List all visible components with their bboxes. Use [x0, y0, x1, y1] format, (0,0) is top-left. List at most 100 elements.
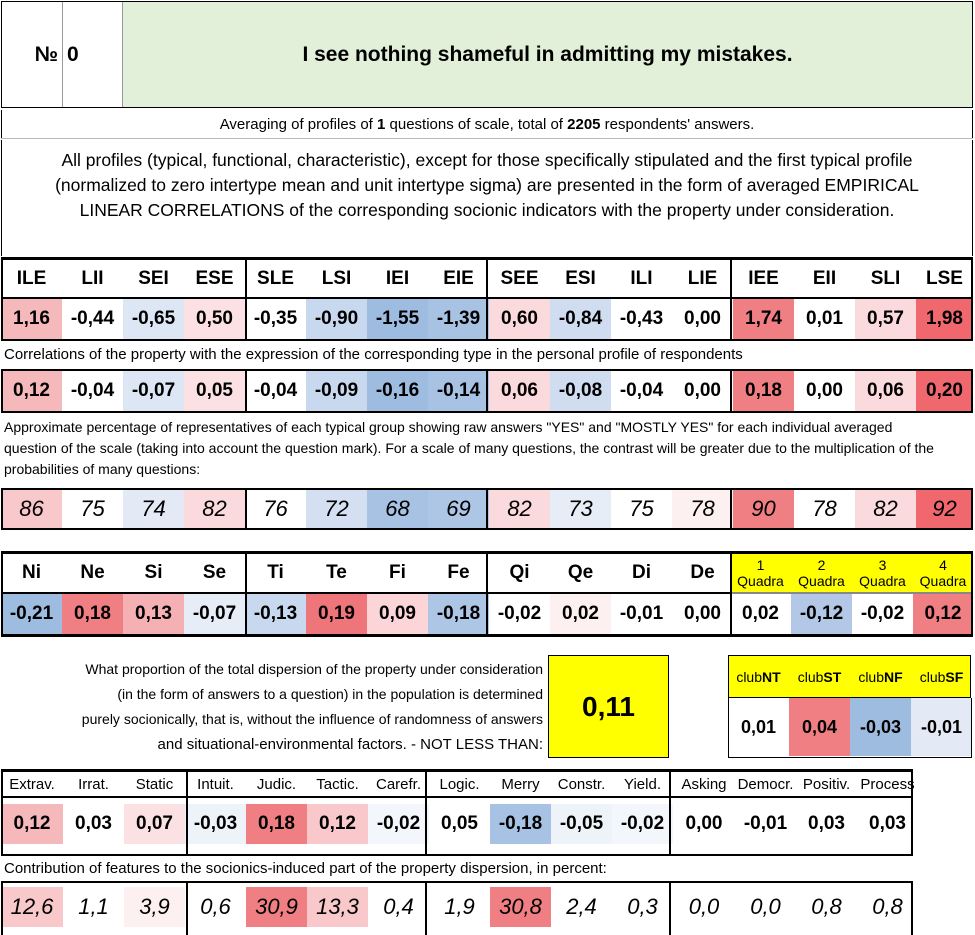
feature-header-intuit: Intuit.	[197, 775, 234, 793]
quadra-label: Quadra	[737, 573, 784, 589]
quadra-label: Quadra	[919, 573, 967, 589]
correlation-label: Correlations of the property with the ex…	[4, 346, 743, 363]
features-vline	[669, 769, 671, 856]
function-value-ti: -0,13	[245, 594, 306, 634]
dispersion-value: 0,11	[548, 655, 669, 758]
types-vline	[971, 257, 973, 341]
type-percentage-ili: 75	[611, 490, 672, 528]
type-percentage-lie: 78	[672, 490, 733, 528]
types-vline	[730, 369, 732, 413]
club-suffix: NF	[884, 668, 903, 685]
type-profile-ili: -0,43	[611, 299, 672, 339]
feature-value-logic: 0,05	[429, 804, 490, 844]
feature-header-carefr: Carefr.	[375, 775, 421, 793]
feature-value-intuit: -0,03	[185, 804, 246, 844]
feature-contribution-extrav: 12,6	[1, 887, 63, 927]
type-profile-lii: -0,44	[62, 299, 123, 339]
type-percentage-sei: 74	[123, 490, 184, 528]
functions-vline	[1, 551, 3, 637]
quadra-header-4: 4 Quadra	[913, 554, 973, 592]
function-header-ne: Ne	[80, 562, 105, 583]
types-vline	[486, 369, 488, 413]
type-profile-eii: 0,01	[794, 299, 855, 339]
type-percentage-sli: 82	[855, 490, 916, 528]
function-header-qe: Qe	[567, 562, 594, 583]
quadra-header-2: 2 Quadra	[791, 554, 852, 592]
type-correlation-lse: 0,20	[916, 371, 973, 411]
feature-contribution-yield: 0,3	[612, 887, 673, 927]
type-correlation-sei: -0,07	[123, 371, 184, 411]
functions-vline	[971, 551, 973, 637]
dispersion-text: What proportion of the total dispersion …	[81, 661, 543, 753]
quadra-value-3: -0,02	[852, 594, 913, 634]
quadra-header-border	[730, 592, 973, 594]
type-header-sle: SLE	[257, 267, 294, 289]
function-header-te: Te	[326, 562, 347, 583]
features-table: Extrav. 0,12 12,6 Irrat. 0,03 1,1 Static 0,07 3,…	[1, 769, 973, 935]
club-prefix: club	[797, 668, 824, 685]
function-value-ni: -0,21	[1, 594, 62, 634]
type-correlation-lii: -0,04	[62, 371, 123, 411]
club-prefix: club	[736, 668, 762, 685]
features-top-border	[1, 769, 913, 772]
type-correlation-see: 0,06	[489, 371, 550, 411]
club-header-nt: club NT	[728, 655, 789, 698]
type-percentage-see: 82	[489, 490, 550, 528]
quadra-number: 2	[817, 557, 826, 573]
club-header-bg	[728, 655, 971, 698]
type-correlation-ile: 0,12	[1, 371, 62, 411]
quadra-value-1: 0,02	[730, 594, 791, 634]
features-values-bottom	[1, 854, 913, 856]
feature-value-asking: 0,00	[673, 804, 735, 844]
types-vline	[971, 369, 973, 413]
club-prefix: club	[919, 668, 946, 685]
function-value-se: -0,07	[184, 594, 245, 634]
type-profile-lie: 0,00	[672, 299, 733, 339]
type-percentage-esi: 73	[550, 490, 611, 528]
feature-contribution-process: 0,8	[857, 887, 918, 927]
features-vline-lower	[669, 881, 671, 935]
question-title: I see nothing shameful in admitting my m…	[123, 2, 972, 107]
type-header-ili: ILI	[630, 267, 653, 289]
feature-value-democr: -0,01	[735, 804, 796, 844]
number-value: 0	[63, 2, 123, 107]
feature-header-merry: Merry	[501, 775, 540, 793]
feature-value-process: 0,03	[857, 804, 918, 844]
function-value-qe: 0,02	[550, 594, 611, 634]
feature-header-yield: Yield.	[624, 775, 661, 793]
features-vline-lower	[186, 881, 188, 935]
feature-contribution-asking: 0,0	[673, 887, 735, 927]
function-header-di: Di	[632, 562, 651, 583]
functions-vline	[486, 551, 488, 637]
feature-value-judic: 0,18	[246, 804, 307, 844]
type-header-iei: IEI	[385, 267, 410, 289]
features-vline	[911, 769, 913, 856]
function-header-fe: Fe	[447, 562, 470, 583]
type-correlation-eii: 0,00	[794, 371, 855, 411]
function-value-si: 0,13	[123, 594, 184, 634]
types-vline	[245, 257, 247, 341]
type-percentage-sle: 76	[245, 490, 306, 528]
type-profile-ile: 1,16	[1, 299, 62, 339]
function-header-de: De	[690, 562, 715, 583]
feature-header-irrat: Irrat.	[78, 775, 109, 793]
type-correlation-iei: -0,16	[367, 371, 428, 411]
function-value-fi: 0,09	[367, 594, 428, 634]
number-label: №	[2, 2, 63, 107]
type-profile-see: 0,60	[489, 299, 550, 339]
club-value-nf: -0,03	[850, 698, 911, 756]
feature-value-yield: -0,02	[612, 804, 673, 844]
clubs-table: club NT 0,01 club ST 0,04 club NF -0,03 club SF -0,…	[728, 655, 973, 758]
feature-contribution-merry: 30,8	[490, 887, 551, 927]
type-header-lsi: LSI	[321, 267, 352, 289]
features-vline-lower	[1, 881, 3, 935]
type-correlation-lie: 0,00	[672, 371, 733, 411]
function-value-de: 0,00	[672, 594, 733, 634]
type-percentage-iei: 68	[367, 490, 428, 528]
function-value-ne: 0,18	[62, 594, 123, 634]
function-header-ti: Ti	[267, 562, 284, 583]
feature-contribution-carefr: 0,4	[368, 887, 429, 927]
header-row: № 0 I see nothing shameful in admitting …	[1, 1, 973, 108]
type-percentage-eii: 78	[794, 490, 855, 528]
functions-table: Ni -0,21 Ne 0,18 Si 0,13 Se -0,07 Ti -0,13 Te 0,19 F…	[1, 551, 973, 637]
